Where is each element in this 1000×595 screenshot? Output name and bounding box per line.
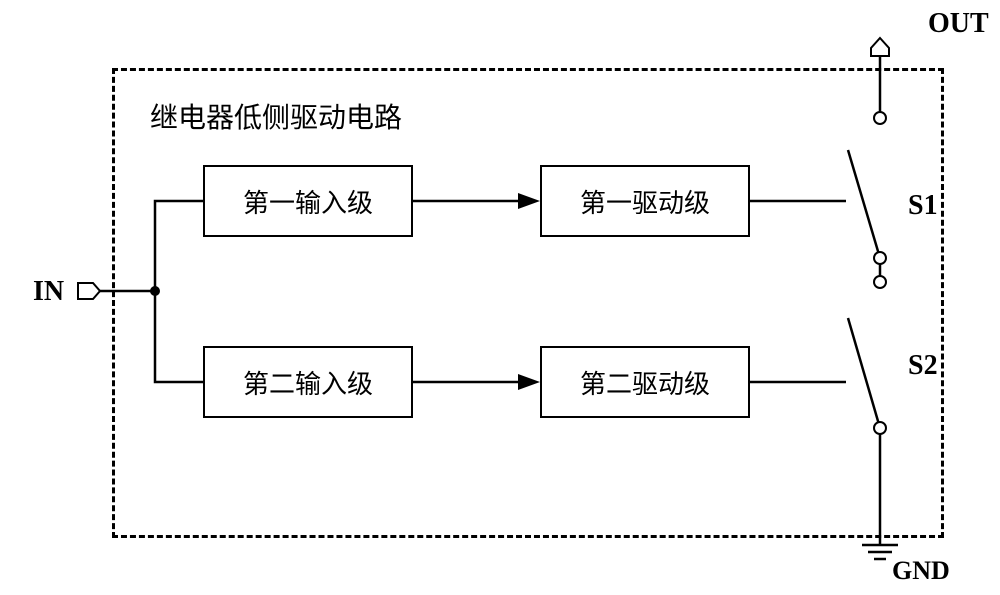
gnd-icon bbox=[862, 545, 898, 559]
wire-junction-to-input1 bbox=[155, 201, 203, 291]
in-port-icon bbox=[78, 283, 100, 299]
switch-s1 bbox=[848, 38, 889, 264]
arrowhead-1 bbox=[518, 193, 540, 209]
wiring-svg bbox=[0, 0, 1000, 595]
switch-s2 bbox=[848, 276, 886, 434]
wire-junction-to-input2 bbox=[155, 291, 203, 382]
diagram-canvas: 继电器低侧驱动电路 第一输入级 第一驱动级 第二输入级 第二驱动级 IN OUT… bbox=[0, 0, 1000, 595]
out-port-icon bbox=[871, 38, 889, 56]
arrowhead-2 bbox=[518, 374, 540, 390]
